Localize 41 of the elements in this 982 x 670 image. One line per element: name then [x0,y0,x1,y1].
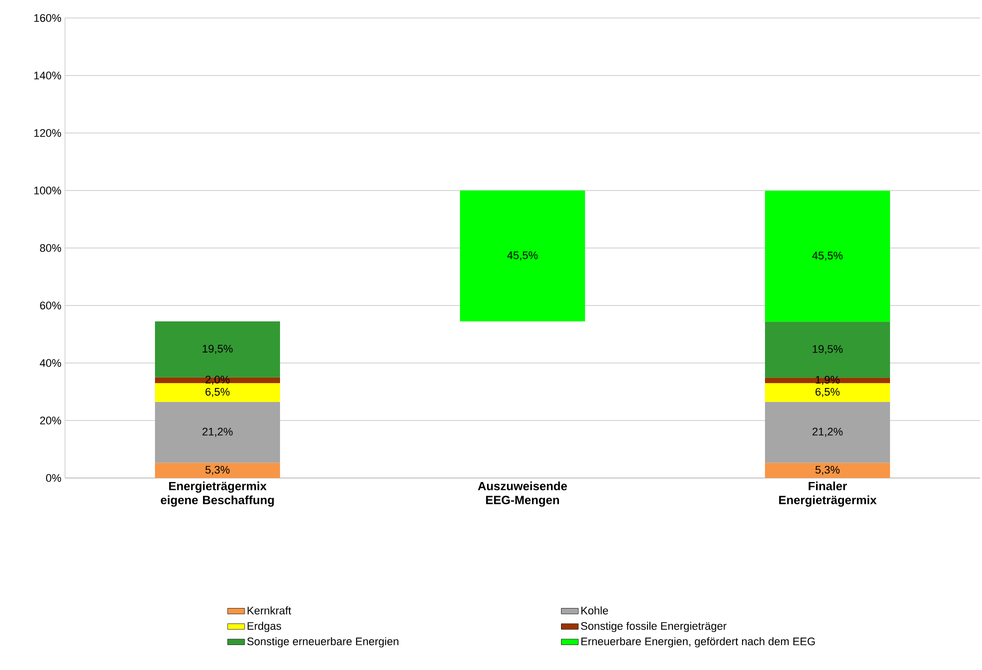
x-tick-label: Auszuweisende EEG-Mengen [478,482,567,507]
y-tick-label: 140% [34,72,62,80]
data-label: 6,5% [206,388,230,397]
y-tick-label: 20% [40,416,62,424]
data-label: 45,5% [507,251,538,260]
bar [764,383,890,402]
bar [154,462,280,478]
bar [154,321,280,378]
bar [460,190,586,322]
y-tick-label: 0% [46,474,62,482]
data-label: 1,9% [816,376,840,385]
data-label: 5,3% [815,466,840,475]
bar [764,190,890,322]
legend-label: Sonstige erneuerbare Energien [247,637,398,648]
legend-label: Kernkraft [248,606,292,614]
legend-label: Kohle [581,606,608,614]
y-tick-label: 80% [40,244,62,252]
bar [154,377,280,384]
bar [154,383,280,402]
y-tick-label: 60% [40,302,62,310]
data-label: 21,2% [812,428,843,437]
y-tick-label: 40% [40,359,62,367]
data-label: 2,0% [206,376,230,385]
legend-label: Erneuerbare Energien, gefördert nach dem EEG [581,637,815,648]
data-label: 19,5% [812,345,843,354]
y-tick-label: 120% [34,129,62,137]
data-label: 5,3% [205,466,230,475]
data-label: 21,2% [202,428,233,437]
bar [764,462,890,478]
x-tick-label: Energieträgermix eigene Beschaffung [160,482,274,507]
data-label: 19,5% [202,344,233,354]
data-label: 45,5% [812,252,843,261]
data-label: 6,5% [816,388,840,397]
legend-label: Erdgas [248,622,282,632]
x-tick-label: Finaler Energieträgermix [779,482,877,507]
bar [764,402,890,463]
bar [764,378,890,384]
legend-label: Sonstige fossile Energieträger [580,622,726,632]
bar [154,402,280,463]
y-tick-label: 160% [34,14,62,22]
y-tick-label: 100% [34,186,62,194]
